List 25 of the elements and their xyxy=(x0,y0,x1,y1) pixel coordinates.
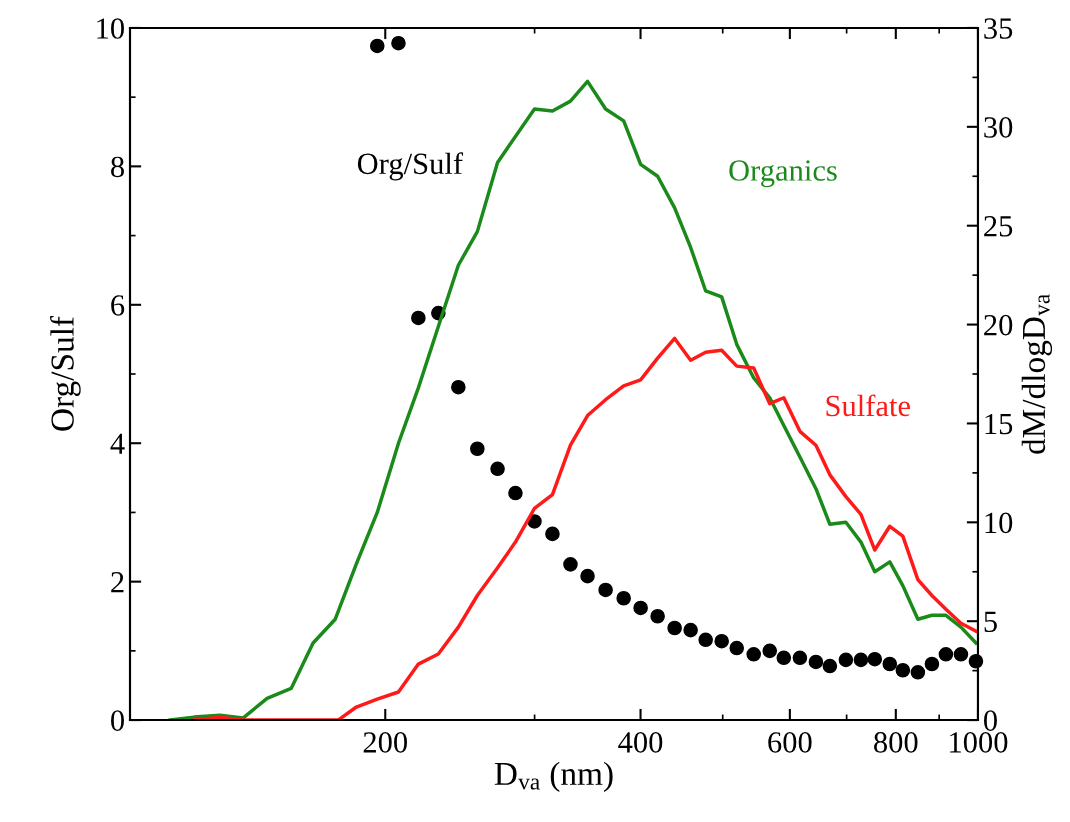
x-tick-label: 200 xyxy=(363,732,408,753)
y2-tick-label: 10 xyxy=(985,512,1013,534)
y2-tick-label: 15 xyxy=(985,413,1013,435)
y-tick-label: 8 xyxy=(111,156,124,178)
series-label: Sulfate xyxy=(826,394,910,417)
y2-tick-label: 5 xyxy=(984,611,997,633)
x-tick-label: 600 xyxy=(768,732,812,753)
text: Org/Sulf xyxy=(357,152,464,181)
y2-tick-label: 25 xyxy=(984,216,1013,237)
y-tick-label: 10 xyxy=(97,18,124,39)
y-tick-label: 0 xyxy=(111,710,124,731)
y2-tick-label: 20 xyxy=(984,314,1013,336)
x-tick-label: 1000 xyxy=(950,732,1008,753)
y2-axis-title: dM/dlogD$_{va}$ xyxy=(1021,294,1053,454)
x-axis-title: D$_{va}$ (nm) xyxy=(494,761,613,792)
x-tick-label: 400 xyxy=(618,732,663,753)
x-tick-label: 800 xyxy=(874,732,918,753)
y-tick-label: 4 xyxy=(110,433,125,454)
y2-tick-label: 30 xyxy=(984,117,1013,138)
y-tick-label: 6 xyxy=(111,295,125,316)
y-tick-label: 2 xyxy=(111,572,124,593)
y2-tick-label: 35 xyxy=(984,18,1013,39)
series-label: Organics xyxy=(729,160,837,188)
y2-tick-label: 0 xyxy=(984,710,997,731)
y-axis-title: Org/Sulf xyxy=(50,315,81,431)
